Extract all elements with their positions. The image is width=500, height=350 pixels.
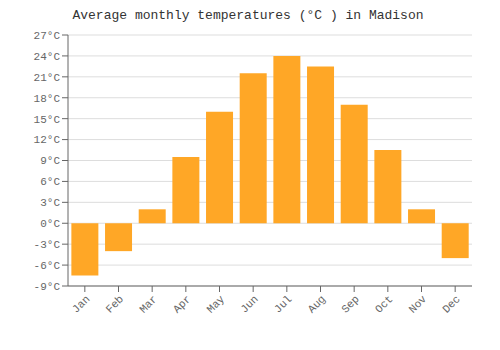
svg-text:Nov: Nov xyxy=(407,293,430,316)
svg-text:-9°C: -9°C xyxy=(34,281,61,293)
svg-text:May: May xyxy=(205,293,228,316)
svg-text:15°C: 15°C xyxy=(34,114,61,126)
svg-text:Oct: Oct xyxy=(373,293,395,315)
svg-text:Dec: Dec xyxy=(440,293,462,315)
svg-text:0°C: 0°C xyxy=(40,218,60,230)
svg-text:Jan: Jan xyxy=(70,293,92,315)
svg-text:3°C: 3°C xyxy=(40,197,60,209)
html-text:Average monthly temperatures (: Average monthly temperatures (°C ) in Ma… xyxy=(72,8,424,23)
svg-text:-6°C: -6°C xyxy=(34,260,61,272)
svg-text:Apr: Apr xyxy=(171,293,193,315)
svg-text:Mar: Mar xyxy=(137,293,159,315)
svg-text:9°C: 9°C xyxy=(40,155,60,167)
svg-text:18°C: 18°C xyxy=(34,93,61,105)
svg-text:Jul: Jul xyxy=(272,293,294,315)
svg-text:21°C: 21°C xyxy=(34,72,61,84)
svg-text:Feb: Feb xyxy=(104,293,126,315)
svg-text:Sep: Sep xyxy=(339,293,361,315)
svg-text:6°C: 6°C xyxy=(40,176,60,188)
svg-text:Jun: Jun xyxy=(238,293,260,315)
svg-text:Aug: Aug xyxy=(306,293,328,315)
svg-text:24°C: 24°C xyxy=(34,51,61,63)
svg-text:-3°C: -3°C xyxy=(34,239,61,251)
svg-text:12°C: 12°C xyxy=(34,134,61,146)
svg-text:27°C: 27°C xyxy=(34,30,61,42)
